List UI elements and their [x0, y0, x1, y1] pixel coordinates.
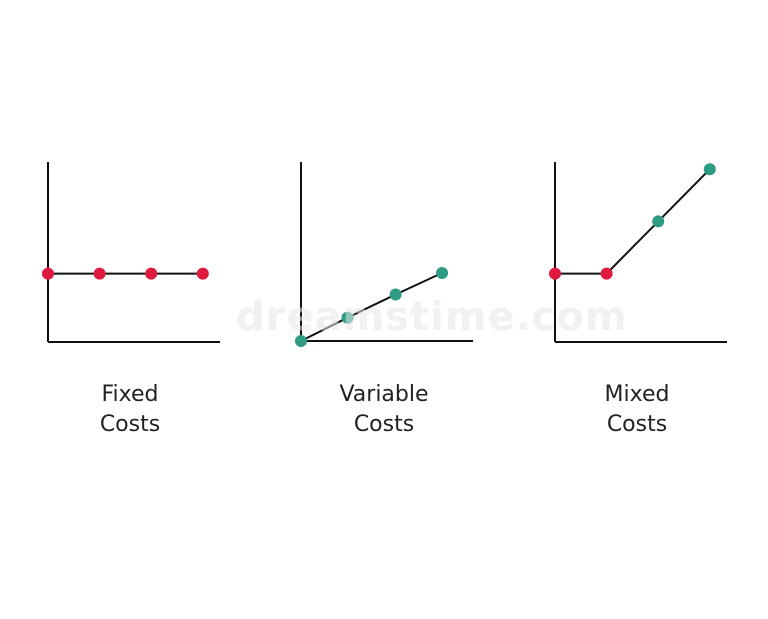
fixed-costs-data-point	[42, 267, 54, 280]
mixed-costs-data-point	[703, 163, 716, 176]
variable-costs-data-point	[295, 335, 307, 347]
mixed-costs-caption-line-2: Costs	[606, 412, 668, 437]
variable-costs-caption-line-2: Costs	[353, 412, 415, 437]
fixed-costs-caption-line-1: Fixed	[101, 382, 159, 407]
variable-costs-data-point	[436, 266, 449, 279]
mixed-costs-caption: Mixed Costs	[537, 380, 737, 440]
fixed-costs-caption-line-2: Costs	[99, 412, 161, 437]
variable-costs-data-point	[341, 311, 354, 324]
fixed-costs-data-point	[145, 267, 158, 280]
mixed-costs-caption-line-1: Mixed	[604, 382, 670, 407]
variable-costs-caption-line-1: Variable	[339, 382, 429, 407]
variable-costs-data-point	[389, 288, 402, 301]
fixed-costs-data-point	[196, 267, 209, 280]
mixed-costs-data-point	[549, 267, 561, 280]
fixed-costs-caption: Fixed Costs	[30, 380, 230, 440]
mixed-costs-series-line	[555, 168, 711, 275]
mixed-costs-data-point	[600, 267, 613, 280]
variable-costs-series-line	[300, 272, 443, 342]
mixed-costs-data-point	[652, 215, 665, 228]
variable-costs-caption: Variable Costs	[284, 380, 484, 440]
fixed-costs-data-point	[93, 267, 106, 280]
